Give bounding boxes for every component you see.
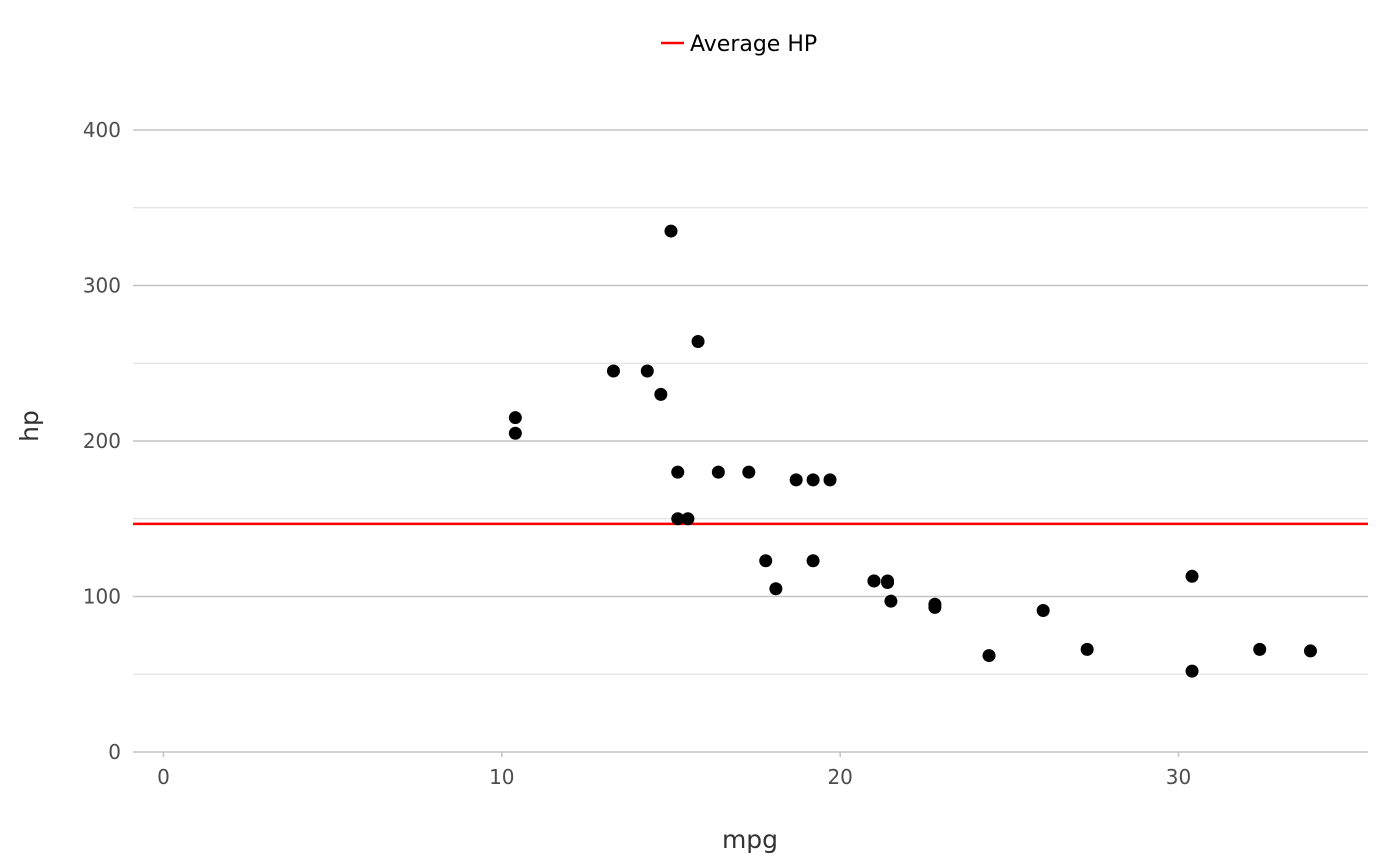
data-point	[1253, 642, 1267, 656]
data-point	[508, 411, 522, 425]
data-point	[867, 574, 881, 588]
data-point	[884, 594, 898, 608]
x-axis-title: mpg	[722, 825, 778, 854]
grid-lines	[133, 129, 1368, 753]
data-point	[1185, 569, 1199, 583]
data-point	[928, 597, 942, 611]
y-axis-title: hp	[15, 410, 44, 442]
data-point	[742, 465, 756, 479]
data-point	[1036, 603, 1050, 617]
data-point	[654, 387, 668, 401]
data-point	[806, 554, 820, 568]
data-point	[1185, 664, 1199, 678]
x-tick-label: 20	[827, 765, 852, 789]
x-axis: 0 10 20 30	[157, 752, 1191, 789]
data-point	[769, 582, 783, 596]
y-axis: 0 100 200 300 400	[83, 118, 121, 764]
data-point	[640, 364, 654, 378]
data-point	[606, 364, 620, 378]
data-point	[671, 465, 685, 479]
data-point	[982, 649, 996, 663]
data-point	[691, 334, 705, 348]
data-point	[881, 576, 895, 590]
data-points	[508, 224, 1317, 678]
y-tick-label: 100	[83, 585, 121, 609]
y-tick-label: 0	[108, 740, 121, 764]
legend: Average HP	[661, 32, 817, 57]
legend-label-average-hp: Average HP	[690, 32, 817, 57]
data-point	[1080, 642, 1094, 656]
y-tick-label: 200	[83, 429, 121, 453]
data-point	[806, 473, 820, 487]
data-point	[759, 554, 773, 568]
y-tick-label: 400	[83, 118, 121, 142]
data-point	[681, 512, 695, 526]
data-point	[711, 465, 725, 479]
x-tick-label: 0	[157, 765, 170, 789]
y-tick-label: 300	[83, 274, 121, 298]
x-tick-label: 10	[489, 765, 514, 789]
data-point	[671, 512, 685, 526]
data-point	[1303, 644, 1317, 658]
data-point	[508, 426, 522, 440]
data-point	[664, 224, 678, 238]
data-point	[789, 473, 803, 487]
x-tick-label: 30	[1166, 765, 1191, 789]
data-point	[823, 473, 837, 487]
